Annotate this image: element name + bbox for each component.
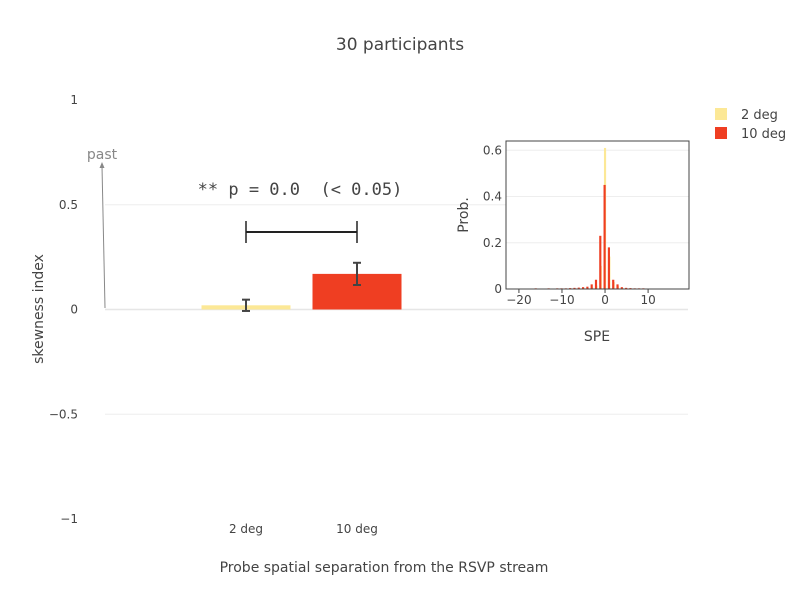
inset-bar-10deg <box>577 287 580 289</box>
inset-x-tick-labels: −20 −10 0 10 <box>506 289 656 307</box>
inset-bar-10deg <box>594 279 598 289</box>
main-y-tick-label: −1 <box>60 512 78 526</box>
inset-y-tick-label: 0.4 <box>483 190 502 204</box>
inset-bar-10deg <box>573 287 576 289</box>
inset-y-tick-label: 0.2 <box>483 236 502 250</box>
inset-bar-10deg <box>612 279 615 289</box>
inset-bar-10deg <box>607 247 610 289</box>
inset-bar-10deg <box>616 284 619 289</box>
main-error-bars <box>242 261 361 312</box>
inset-bar-10deg <box>590 284 593 289</box>
main-y-axis-label: skewness index <box>31 254 47 364</box>
main-y-tick-labels: 1 0.5 0 −0.5 −1 <box>49 93 78 526</box>
past-annotation: past <box>87 147 118 163</box>
inset-bar-10deg <box>599 235 602 289</box>
legend-swatch-2deg <box>715 108 727 120</box>
inset-x-axis-label: SPE <box>584 329 610 345</box>
inset-y-tick-labels: 0 0.2 0.4 0.6 <box>483 143 502 296</box>
main-y-tick-label: 0 <box>70 303 78 317</box>
inset-gridlines <box>506 149 689 244</box>
inset-x-tick-label: 10 <box>640 293 655 307</box>
inset-x-tick-label: −20 <box>506 293 531 307</box>
inset-bar-10deg <box>586 286 589 289</box>
main-x-tick-label: 10 deg <box>336 522 378 536</box>
legend-label-10deg: 10 deg <box>741 127 786 142</box>
legend-swatch-10deg <box>715 127 727 139</box>
inset-plot-background <box>506 141 689 289</box>
past-arrow-head <box>99 162 105 168</box>
chart-title: 30 participants <box>336 35 464 55</box>
main-x-tick-label: 2 deg <box>229 522 263 536</box>
legend-label-2deg: 2 deg <box>741 108 778 123</box>
inset-bar-10deg <box>620 287 623 289</box>
significance-annotation: ** p = 0.0 (< 0.05) <box>198 180 403 200</box>
inset-y-tick-label: 0 <box>494 282 502 296</box>
inset-y-tick-label: 0.6 <box>483 143 502 157</box>
main-y-tick-label: −0.5 <box>49 407 78 421</box>
inset-bar-10deg <box>581 287 585 289</box>
main-x-axis-label: Probe spatial separation from the RSVP s… <box>220 560 549 576</box>
inset-x-tick-label: −10 <box>549 293 574 307</box>
main-bars <box>201 273 402 310</box>
inset-bar-10deg <box>603 184 606 289</box>
main-x-tick-labels: 2 deg 10 deg <box>229 522 378 536</box>
inset-x-tick-label: 0 <box>601 293 609 307</box>
inset-bar-10deg <box>625 287 628 289</box>
inset-frame <box>505 140 690 290</box>
legend: 2 deg 10 deg <box>715 108 786 142</box>
past-arrow-shaft <box>101 165 106 309</box>
inset-y-axis-label: Prob. <box>456 197 472 233</box>
main-y-tick-label: 1 <box>70 93 78 107</box>
main-y-tick-label: 0.5 <box>59 198 78 212</box>
